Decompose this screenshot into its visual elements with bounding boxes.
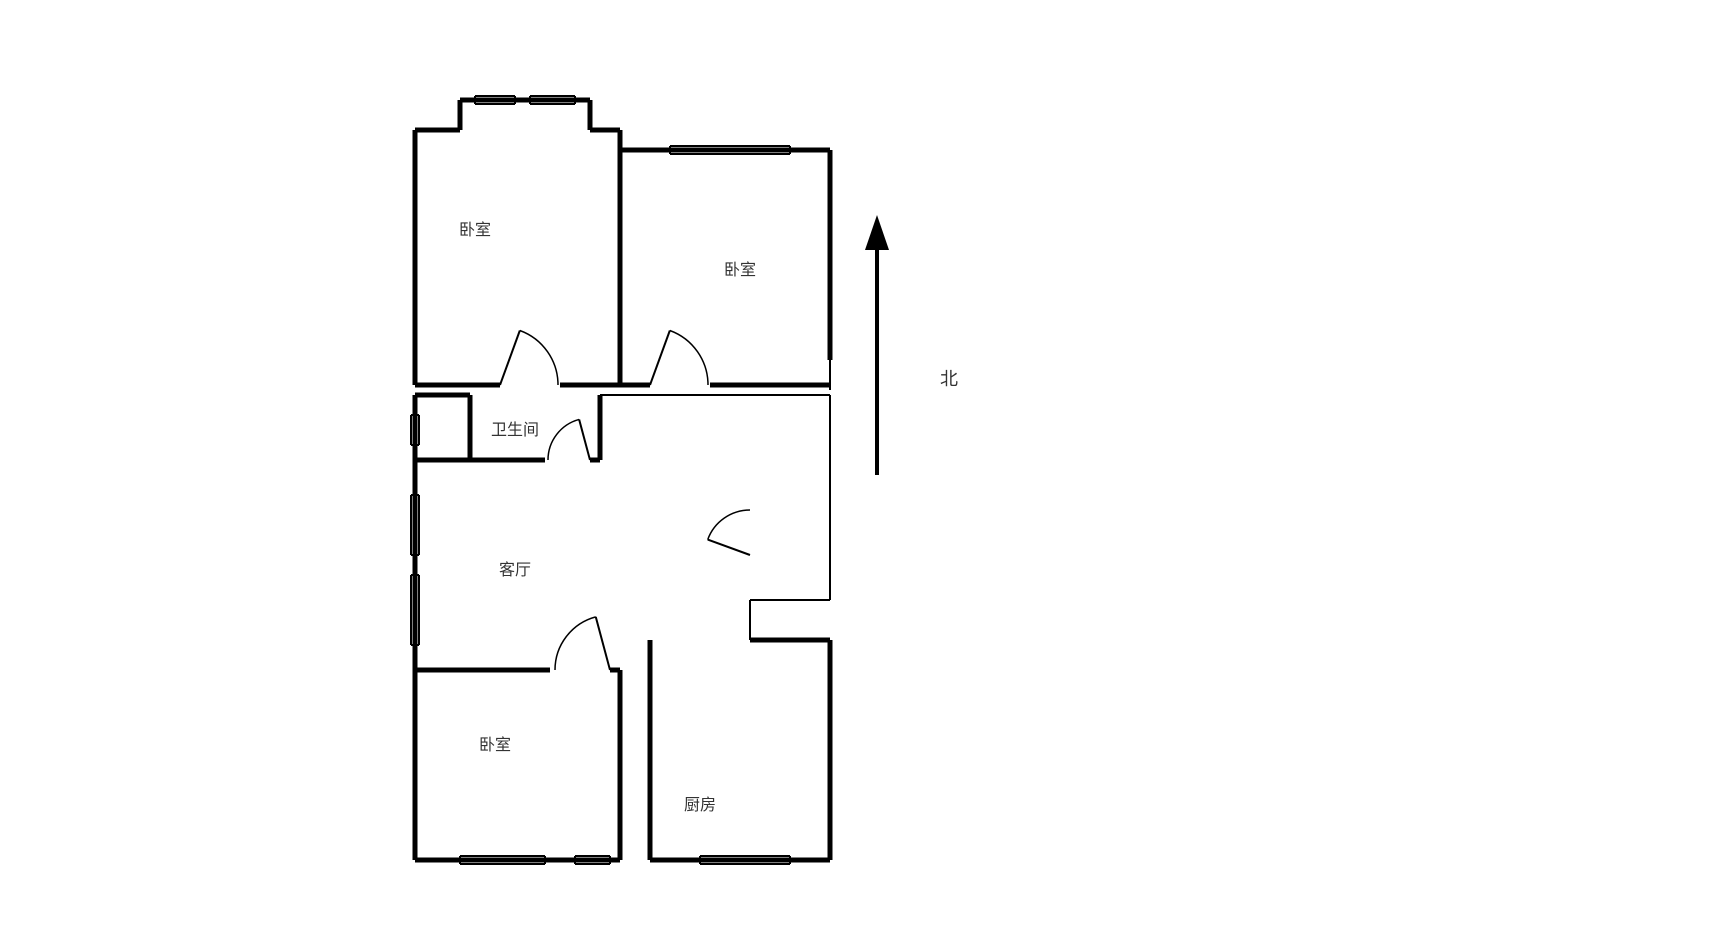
floor-plan: 卧室卧室卫生间客厅卧室厨房北 <box>0 0 1731 945</box>
room-label-bedroom-top-right: 卧室 <box>724 261 756 279</box>
room-label-living-room: 客厅 <box>499 561 531 579</box>
room-label-kitchen: 厨房 <box>684 796 716 814</box>
room-label-bathroom: 卫生间 <box>491 421 539 439</box>
room-label-bedroom-top-left: 卧室 <box>459 221 491 239</box>
canvas-bg <box>0 0 1731 945</box>
compass-label: 北 <box>940 369 958 389</box>
room-label-bedroom-bottom: 卧室 <box>479 736 511 754</box>
